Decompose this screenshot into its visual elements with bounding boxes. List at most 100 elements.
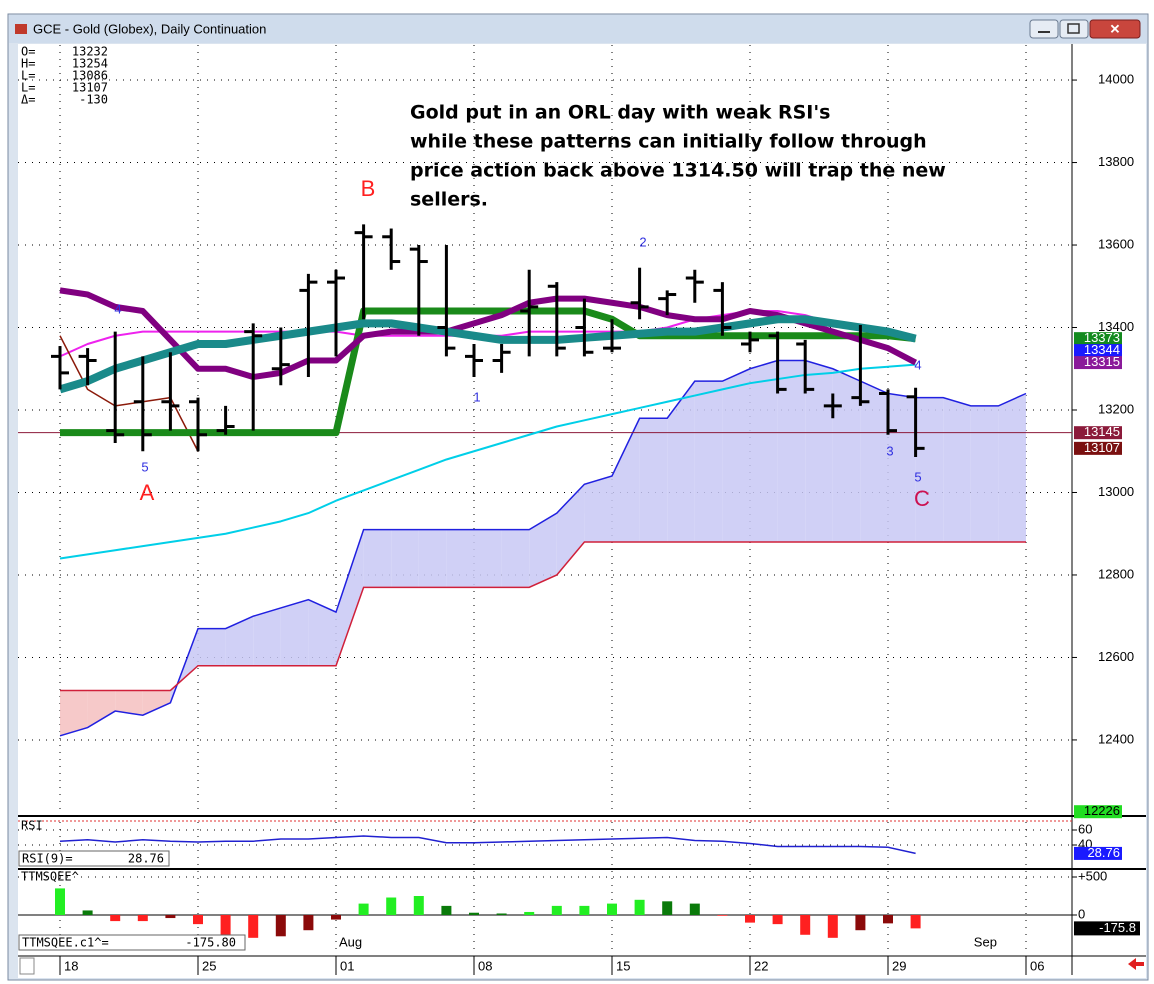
y-tick-label: 60 [1078, 821, 1092, 836]
panel-name: TTMSQEE^ [21, 870, 79, 884]
cloud-segment [915, 397, 944, 542]
info-label: L= [21, 69, 35, 83]
histogram-bar [855, 915, 866, 931]
readout-box [18, 934, 246, 951]
cloud-segment [87, 690, 116, 728]
cloud-segment [60, 690, 88, 736]
close-button[interactable] [1089, 19, 1141, 39]
histogram-bar [137, 915, 148, 922]
cloud-segment [225, 616, 254, 666]
info-value: 13232 [72, 45, 108, 59]
histogram-bar [883, 915, 893, 924]
price-label: 13315 [1084, 354, 1120, 369]
price-label-box [1074, 805, 1122, 819]
readout-value: -175.80 [185, 936, 236, 950]
cloud-segment [750, 360, 778, 542]
window-title: GCE - Gold (Globex), Daily Continuation [33, 21, 266, 36]
readout-value: 28.76 [128, 852, 164, 866]
close-icon: ✕ [1110, 21, 1121, 36]
histogram-bar [800, 915, 811, 935]
cloud-segment [391, 529, 419, 588]
cloud-line [59, 359, 1027, 737]
histogram-bar [248, 915, 259, 938]
histogram-bar [82, 910, 93, 916]
cloud-segment [805, 360, 833, 542]
histogram-bar [910, 915, 921, 929]
histogram-bar [193, 915, 203, 925]
y-tick-label: 13200 [1098, 401, 1134, 416]
info-value: 13254 [72, 57, 108, 71]
wave-label: B [361, 176, 376, 201]
histogram-bar [745, 915, 755, 923]
cloud-segment [667, 381, 695, 542]
price-label: 13373 [1084, 330, 1120, 345]
y-tick-label: 12800 [1098, 566, 1134, 581]
histogram-bar [717, 915, 728, 916]
y-tick-label: 13400 [1098, 319, 1134, 334]
wave-count: 3 [886, 443, 893, 458]
minimize-button[interactable] [1029, 19, 1059, 39]
y-tick-label: 13800 [1098, 154, 1134, 169]
cloud-segment [308, 599, 336, 666]
annotation: sellers. [410, 189, 488, 211]
histogram-bar [55, 888, 65, 916]
wave-count: 1 [473, 389, 480, 404]
histogram-bar [441, 905, 452, 916]
cloud-segment [142, 690, 171, 716]
x-tick-label: 29 [892, 958, 906, 973]
cloud-segment [970, 405, 999, 542]
histogram-bar [275, 915, 286, 937]
wave-count: 4 [114, 301, 121, 316]
y-tick-label: 12600 [1098, 649, 1134, 664]
histogram-bar [827, 915, 838, 938]
cloud-segment [584, 475, 612, 542]
cloud-segment [198, 628, 226, 666]
price-label-box [1074, 332, 1122, 346]
panel-name: RSI [21, 819, 43, 833]
last-value: -175.8 [1099, 920, 1136, 935]
cloud-segment [998, 393, 1026, 542]
title-bar [9, 15, 1147, 43]
y-tick-label: +500 [1078, 868, 1107, 883]
cloud-segment [446, 529, 474, 588]
annotation: Gold put in an ORL day with weak RSI's [410, 102, 830, 124]
cloud-segment [115, 690, 143, 716]
annotation: price action back above 1314.50 will tra… [410, 160, 946, 182]
scroll-arrow[interactable] [1128, 958, 1144, 970]
month-label: Aug [339, 934, 362, 949]
wave-count: 5 [914, 469, 921, 484]
cloud-line [60, 541, 1026, 692]
price-label: 13107 [1084, 440, 1120, 455]
app-icon [15, 24, 27, 34]
y-tick-label: 13600 [1098, 236, 1134, 251]
maximize-button[interactable] [1059, 19, 1089, 39]
histogram-bar [331, 915, 341, 920]
month-label: Sep [974, 934, 997, 949]
x-tick-label: 08 [478, 958, 492, 973]
histogram-bar [303, 915, 314, 931]
histogram-bar [524, 911, 535, 916]
histogram-bar [413, 896, 424, 916]
readout-label: RSI(9)= [22, 852, 73, 866]
price-label-box [1074, 344, 1122, 358]
last-value-box [1074, 846, 1122, 860]
wave-count: 2 [639, 234, 646, 249]
info-label: H= [21, 57, 35, 71]
cloud-segment [280, 599, 309, 666]
rsi-line [59, 835, 916, 855]
annotation: while these patterns can initially follo… [410, 131, 927, 153]
cloud-segment [860, 381, 888, 542]
cloud-segment [694, 381, 723, 542]
cloud-segment [612, 418, 640, 542]
cloud-segment [336, 529, 364, 666]
histogram-bar [662, 901, 673, 916]
histogram-bar [220, 915, 231, 935]
scroll-box[interactable] [19, 957, 35, 975]
info-value: 13086 [72, 69, 108, 83]
cloud-segment [832, 368, 861, 542]
x-tick-label: 01 [340, 958, 354, 973]
histogram-bar [165, 915, 176, 919]
wave-label: A [140, 480, 155, 505]
cloud-segment [722, 368, 750, 542]
info-value: -130 [79, 93, 108, 107]
